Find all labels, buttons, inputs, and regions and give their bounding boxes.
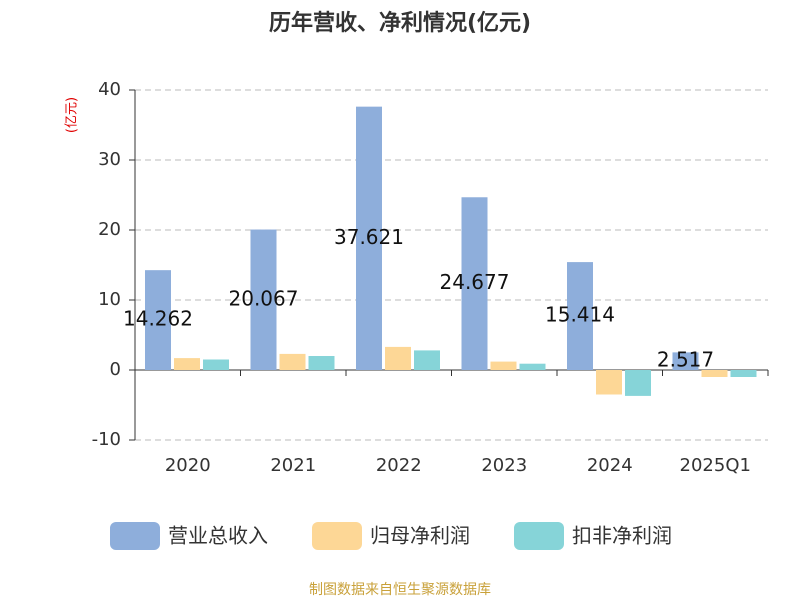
bar [145,270,171,370]
y-tick-label: 0 [110,359,121,380]
bar [203,359,229,370]
legend-swatch [312,522,362,550]
bar [279,353,306,370]
bar [414,350,440,370]
y-tick-label: 40 [98,79,121,100]
bar [356,106,382,370]
x-tick-label: 2020 [165,455,211,476]
bar [461,197,488,370]
bar [730,370,757,377]
bar [625,370,651,396]
x-tick-label: 2025Q1 [680,455,751,476]
bar [490,361,517,370]
chart-title: 历年营收、净利情况(亿元) [269,10,531,36]
bar [385,346,411,370]
legend-label: 扣非净利润 [572,524,672,548]
bar [308,356,335,370]
x-tick-label: 2024 [587,455,633,476]
y-tick-label: 10 [98,289,121,310]
x-tick-label: 2021 [270,455,316,476]
y-axis-label: (亿元) [65,97,80,133]
value-label: 20.067 [229,286,299,310]
bar [596,370,622,395]
value-label: 2.517 [657,348,714,372]
value-label: 15.414 [545,303,615,327]
bar [250,229,277,370]
bar [174,358,200,370]
value-label: 14.262 [123,307,193,331]
legend-label: 营业总收入 [168,524,268,548]
legend-label: 归母净利润 [370,524,470,548]
bar [567,262,593,370]
bar [701,370,728,377]
x-tick-label: 2022 [376,455,422,476]
y-tick-label: 20 [98,219,121,240]
value-label: 37.621 [334,225,404,249]
bar [672,352,699,370]
bar [519,363,546,370]
source-note: 制图数据来自恒生聚源数据库 [309,582,491,598]
x-tick-label: 2023 [481,455,527,476]
y-tick-label: 30 [98,149,121,170]
y-tick-label: -10 [92,429,121,450]
legend-swatch [514,522,564,550]
value-label: 24.677 [440,270,510,294]
legend-swatch [110,522,160,550]
